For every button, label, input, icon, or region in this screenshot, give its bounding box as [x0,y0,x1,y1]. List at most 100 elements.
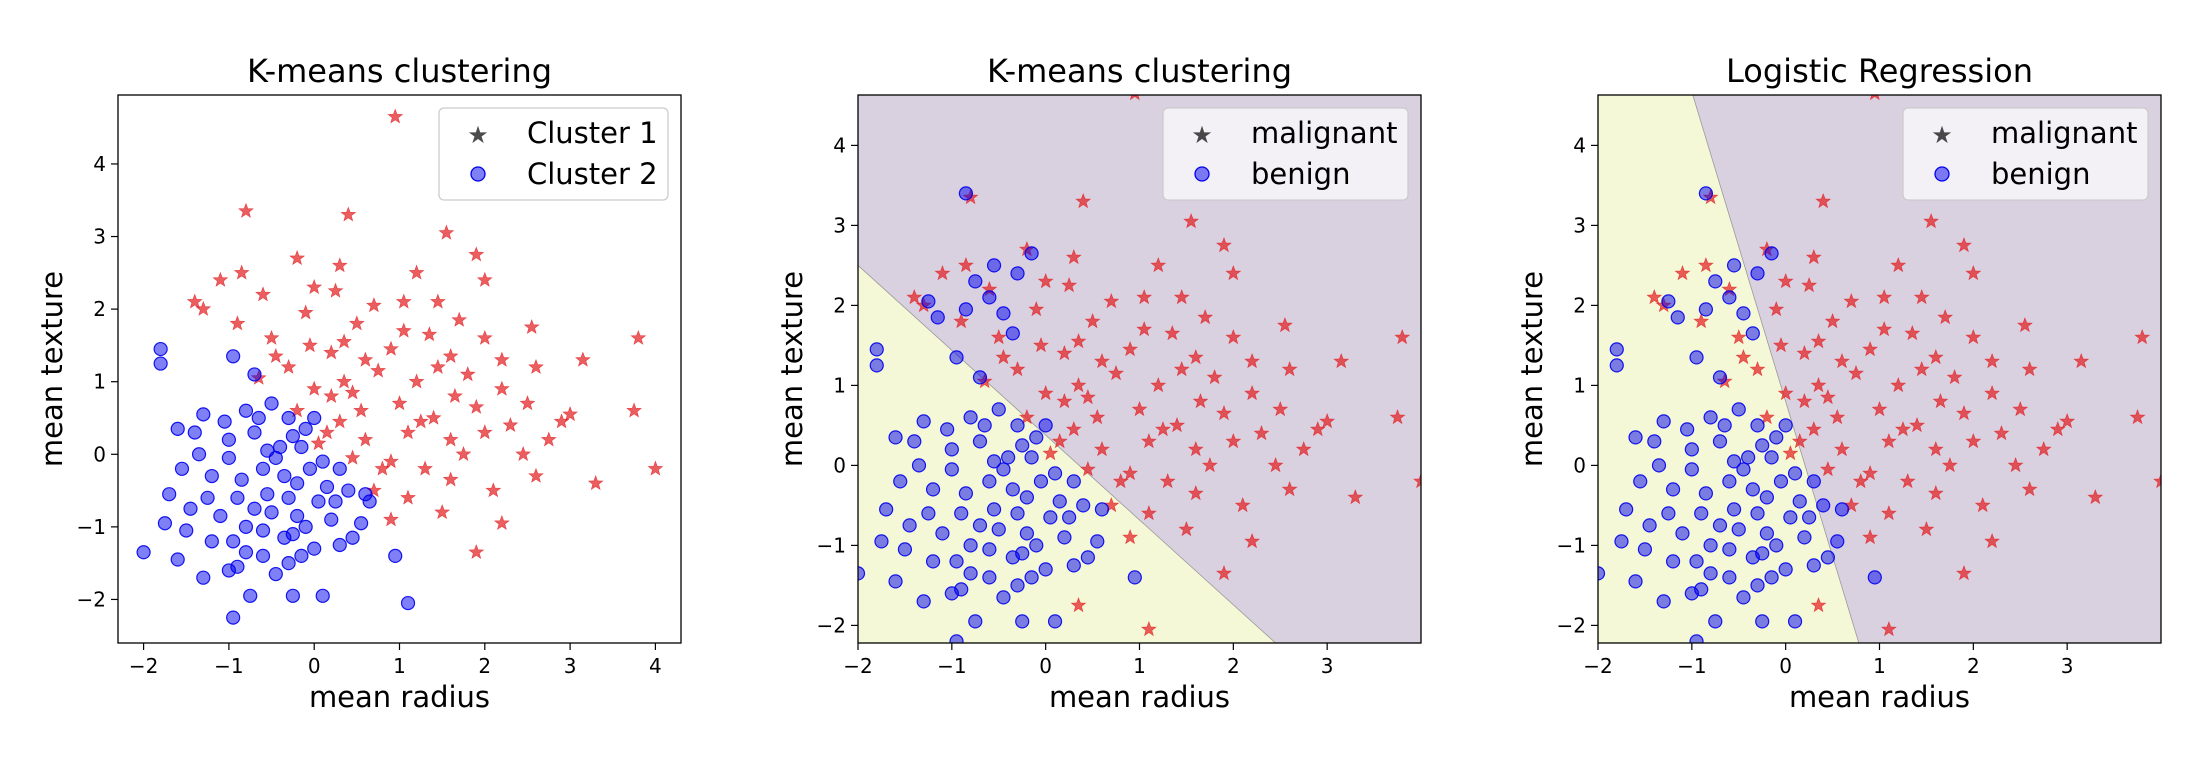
data-point-circle [268,566,283,582]
data-point-circle [940,422,955,437]
data-point-circle [1755,614,1770,629]
legend-marker-star: ★ [1191,121,1213,149]
data-point-circle [986,454,1002,469]
data-point-star [2021,481,2038,497]
data-point-circle [949,350,964,365]
data-point-star [1122,341,1139,357]
data-point-circle [1787,466,1803,481]
data-point-circle [1647,434,1662,449]
data-point-star [1065,249,1082,265]
data-point-star [1805,249,1822,265]
data-point-circle [1830,534,1845,549]
data-point-circle [925,554,941,569]
data-point-star [1028,301,1045,317]
data-point-star [1093,353,1110,369]
data-point-star [1206,369,1223,385]
data-point-circle [902,518,917,533]
data-point-circle [400,595,416,611]
data-point-circle [1764,570,1779,585]
data-point-star [957,257,974,273]
data-point-circle [1778,562,1793,577]
data-point-star [1768,301,1785,317]
data-point-star [1730,329,1747,345]
data-point-circle [260,443,275,458]
data-point-star [327,282,344,298]
data-point-star [1796,345,1813,361]
data-point-circle [1712,370,1728,385]
data-point-star [306,278,323,295]
data-point-circle [221,450,236,466]
legend-label-series-1: Cluster 1 [527,116,658,150]
y-axis-label: mean texture [1515,271,1549,467]
data-point-star [1150,257,1167,273]
data-point-circle [986,502,1002,517]
panel-title: Logistic Regression [1726,52,2033,90]
data-point-circle [281,410,296,426]
data-point-circle [1745,326,1760,341]
y-axis-ticks: −2 −1 0 1 2 3 4 [77,152,118,611]
data-point-star [1871,401,1888,417]
data-point-star [1093,441,1110,457]
data-point-circle [1598,566,1606,581]
y-tick-label: −1 [817,533,846,557]
data-point-circle [1867,570,1882,585]
data-point-circle [1722,474,1737,489]
data-point-circle [1047,466,1063,481]
data-point-star [1079,389,1096,405]
data-point-star [519,395,536,411]
data-point-star [430,358,446,375]
data-point-circle [1698,302,1714,317]
y-axis-ticks: −2 −1 0 1 2 3 4 [1557,133,1598,637]
data-point-star [1140,621,1157,637]
data-point-star [1810,597,1827,613]
data-point-circle [958,186,974,201]
data-point-circle [1015,546,1030,561]
data-point-circle [204,468,219,484]
data-point-circle [1750,578,1765,593]
data-point-circle [1066,474,1081,489]
data-point-star [2035,441,2052,457]
data-point-star [485,482,502,498]
data-point-circle [1005,326,1020,341]
data-point-circle [277,468,292,484]
data-point-star [1164,325,1181,341]
data-point-circle [1802,510,1817,525]
data-point-star [1215,237,1232,253]
data-point-star [1187,485,1204,501]
data-point-circle [196,407,211,422]
data-point-circle [1609,358,1624,373]
data-point-circle [1816,498,1831,513]
x-tick-label: 0 [308,654,321,678]
data-point-star [400,424,417,440]
y-tick-label: 1 [833,373,846,397]
data-point-circle [174,461,190,476]
data-point-star [493,514,510,530]
data-point-star [1909,417,1926,433]
data-point-circle [1736,462,1751,477]
data-point-star [336,373,353,389]
data-point-circle [1726,258,1742,273]
data-point-star [1070,377,1087,393]
data-point-star [476,329,493,345]
data-point-star [1075,193,1092,209]
data-point-star [442,431,459,447]
data-point-star [990,329,1007,345]
data-point-circle [183,501,198,516]
data-point-star [1267,457,1284,473]
data-point-circle [1736,306,1751,321]
data-point-star [1862,465,1879,481]
data-point-star [374,460,391,476]
data-point-star [1112,473,1129,489]
data-point-star [310,435,327,451]
data-point-circle [1038,418,1053,433]
data-point-circle [264,396,279,411]
data-point-star [1140,433,1157,449]
data-point-star [1187,441,1204,457]
data-point-circle [963,538,978,553]
data-point-star [263,329,280,345]
data-point-circle [1047,614,1063,629]
data-point-circle [1722,542,1737,557]
data-point-circle [255,461,271,476]
data-point-star [1070,597,1087,613]
data-point-star [289,402,306,418]
